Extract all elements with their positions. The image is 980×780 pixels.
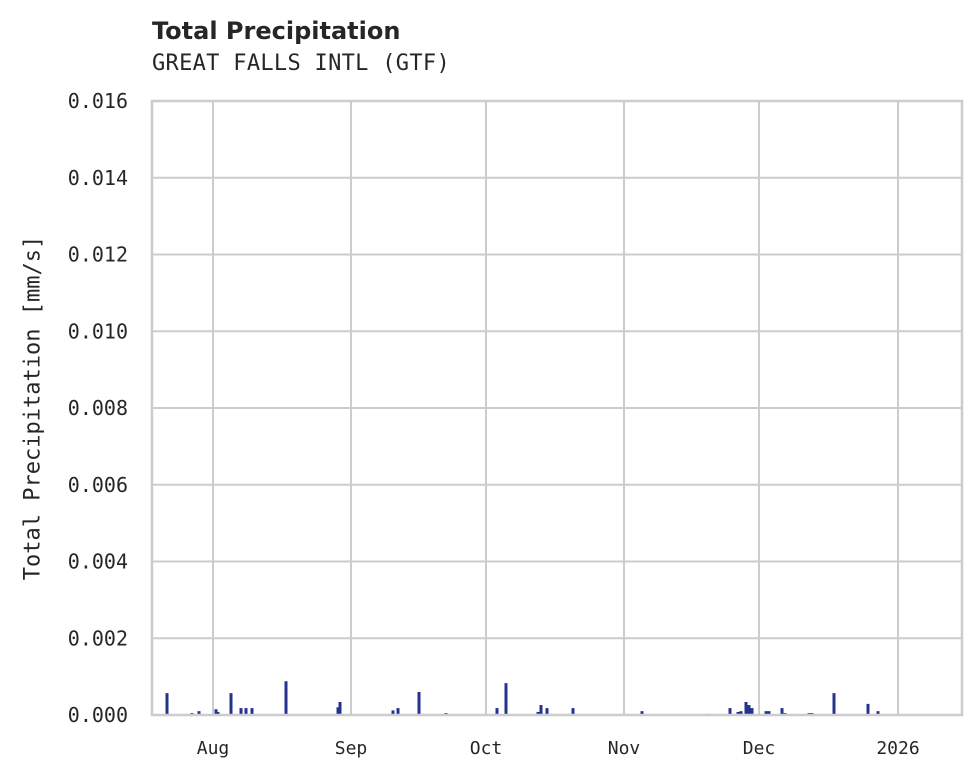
chart-title: Total Precipitation: [152, 17, 401, 45]
precip-bar: [391, 710, 395, 715]
y-tick-label: 0.000: [68, 703, 128, 727]
precip-bar: [495, 708, 499, 715]
y-tick-label: 0.014: [68, 166, 128, 190]
precip-bar: [539, 705, 543, 715]
chart-subtitle: GREAT FALLS INTL (GTF): [152, 51, 450, 76]
precip-bar: [229, 693, 233, 715]
precip-bar: [764, 711, 768, 715]
precip-bar: [284, 681, 288, 715]
y-tick-label: 0.006: [68, 473, 128, 497]
precip-bar: [571, 708, 575, 715]
precip-bar: [866, 703, 870, 715]
precip-bar: [214, 709, 218, 715]
precip-bar: [736, 711, 740, 715]
precip-bar: [244, 708, 248, 715]
precip-bar: [728, 708, 732, 715]
precip-bar: [239, 708, 243, 715]
precip-bar: [396, 708, 400, 715]
precip-bar: [739, 711, 743, 715]
x-tick-label: Dec: [743, 738, 776, 759]
precip-bar: [640, 711, 644, 715]
precip-bar: [165, 693, 169, 715]
precip-bar: [767, 711, 771, 715]
x-tick-label: Oct: [470, 738, 503, 759]
y-tick-label: 0.004: [68, 550, 128, 574]
x-tick-label: 2026: [876, 738, 919, 759]
precip-bar: [197, 711, 201, 715]
x-tick-label: Aug: [197, 738, 230, 759]
precip-bar: [832, 693, 836, 715]
precip-bar: [750, 708, 754, 715]
precip-bar: [216, 711, 220, 715]
precip-bar: [876, 711, 880, 715]
precip-bar: [250, 708, 254, 715]
precip-bar: [417, 691, 421, 715]
plot-frame: [150, 99, 964, 717]
precip-bar: [338, 701, 342, 715]
precip-bar: [747, 705, 751, 715]
y-tick-label: 0.016: [68, 89, 128, 113]
y-tick-label: 0.012: [68, 243, 128, 267]
precip-bar: [545, 708, 549, 715]
precip-bar: [504, 683, 508, 715]
y-tick-label: 0.002: [68, 626, 128, 650]
x-tick-label: Nov: [608, 738, 641, 759]
y-tick-label: 0.010: [68, 319, 128, 343]
y-tick-label: 0.008: [68, 396, 128, 420]
precip-bar: [536, 711, 540, 715]
precip-bar: [780, 708, 784, 715]
precip-bar: [744, 701, 748, 715]
precip-bar: [336, 707, 340, 715]
x-tick-label: Sep: [335, 738, 368, 759]
